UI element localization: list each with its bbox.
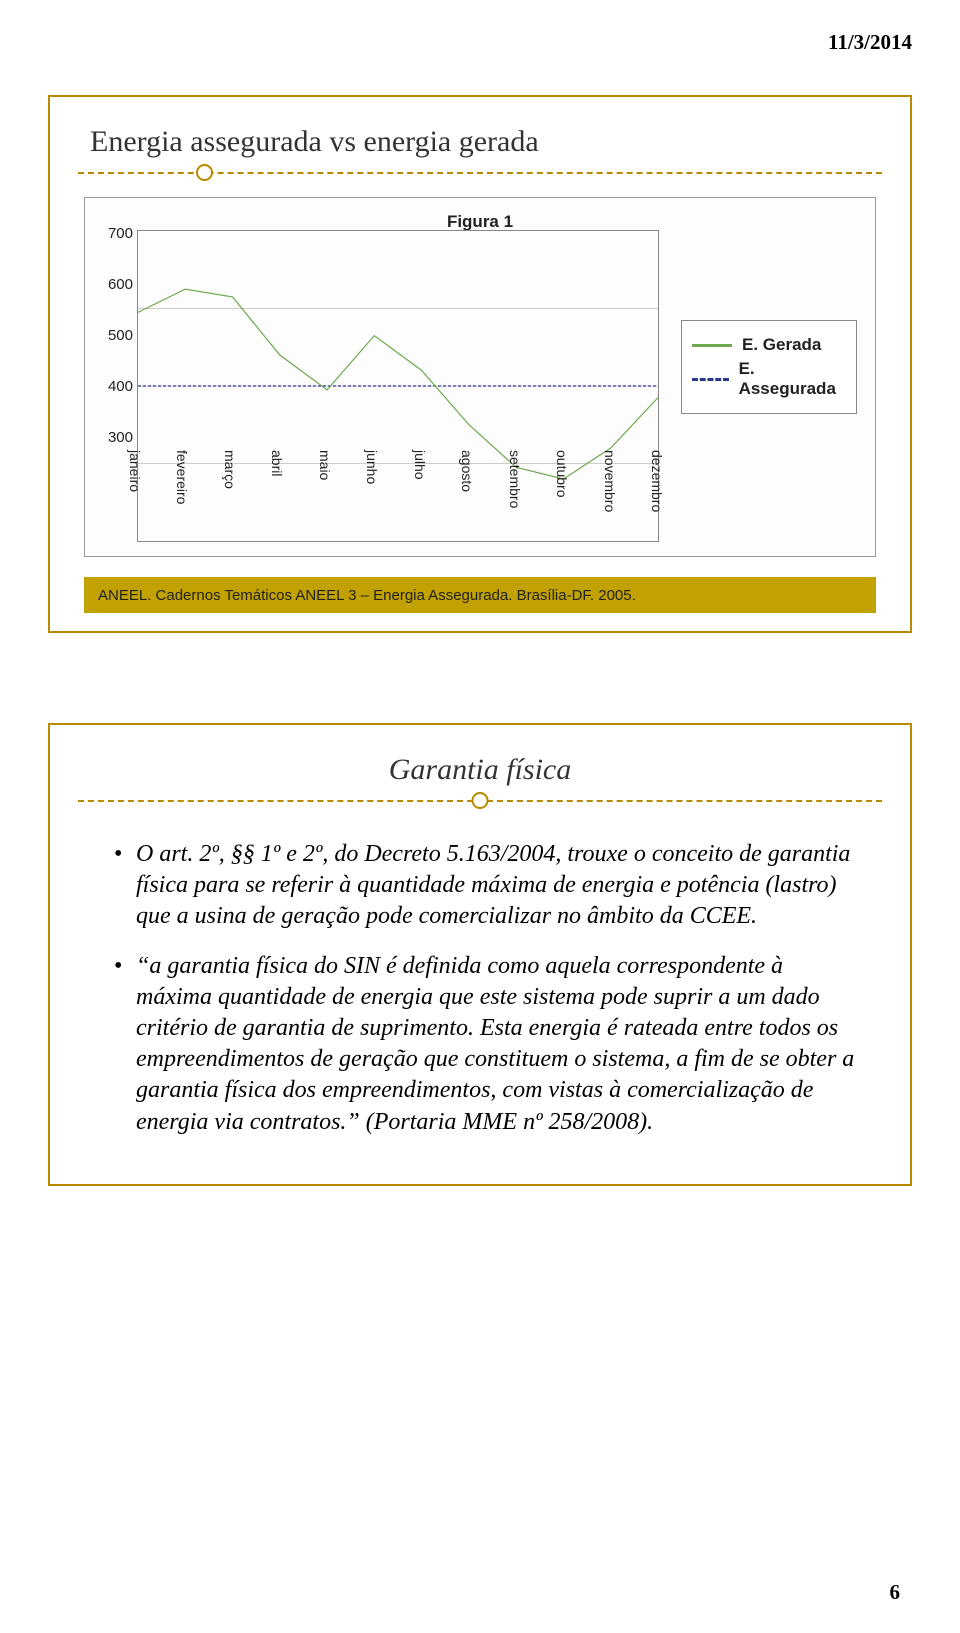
y-tick-300: 300: [99, 429, 133, 446]
bullet-2: “a garantia física do SIN é definida com…: [114, 951, 858, 1138]
x-tick-fevereiro: fevereiro: [174, 450, 190, 504]
figure-label: Figura 1: [447, 212, 513, 232]
x-tick-novembro: novembro: [602, 450, 618, 512]
slide-energia-assegurada: Energia assegurada vs energia gerada Fig…: [48, 95, 912, 633]
y-tick-600: 600: [99, 276, 133, 293]
legend-label-gerada: E. Gerada: [742, 335, 821, 355]
x-tick-junho: junho: [364, 450, 380, 484]
chart-legend: E. Gerada E. Assegurada: [681, 320, 857, 414]
chart-plot-area: [137, 230, 659, 542]
slide1-title: Energia assegurada vs energia gerada: [78, 125, 882, 159]
x-tick-agosto: agosto: [459, 450, 475, 492]
x-tick-dezembro: dezembro: [649, 450, 665, 512]
legend-row-assegurada: E. Assegurada: [692, 359, 846, 399]
y-tick-700: 700: [99, 225, 133, 242]
series-gerada-line: [138, 289, 658, 479]
slide2-bullets: O art. 2º, §§ 1º e 2º, do Decreto 5.163/…: [78, 825, 882, 1166]
x-tick-março: março: [222, 450, 238, 489]
y-tick-500: 500: [99, 327, 133, 344]
x-tick-maio: maio: [317, 450, 333, 480]
legend-label-assegurada: E. Assegurada: [739, 359, 846, 399]
x-tick-janeiro: janeiro: [127, 450, 143, 492]
bullet-1: O art. 2º, §§ 1º e 2º, do Decreto 5.163/…: [114, 839, 858, 933]
chart-container: Figura 1 700 600 500 400 300: [84, 197, 876, 557]
slide-garantia-fisica: Garantia física O art. 2º, §§ 1º e 2º, d…: [48, 723, 912, 1186]
legend-swatch-gerada: [692, 344, 732, 347]
slide2-title: Garantia física: [78, 753, 882, 787]
slide2-divider: [78, 793, 882, 811]
x-tick-julho: julho: [412, 450, 428, 480]
page-number: 6: [890, 1580, 901, 1605]
legend-row-gerada: E. Gerada: [692, 335, 846, 355]
chart-lines-svg: [138, 231, 658, 541]
slide1-caption-text: ANEEL. Cadernos Temáticos ANEEL 3 – Ener…: [98, 587, 636, 604]
x-tick-setembro: setembro: [507, 450, 523, 508]
y-tick-400: 400: [99, 378, 133, 395]
slide1-divider: [78, 165, 882, 183]
header-date: 11/3/2014: [48, 30, 912, 55]
x-tick-abril: abril: [269, 450, 285, 476]
x-tick-outubro: outubro: [554, 450, 570, 497]
slide1-caption-bar: ANEEL. Cadernos Temáticos ANEEL 3 – Ener…: [84, 577, 876, 613]
legend-swatch-assegurada: [692, 378, 729, 381]
